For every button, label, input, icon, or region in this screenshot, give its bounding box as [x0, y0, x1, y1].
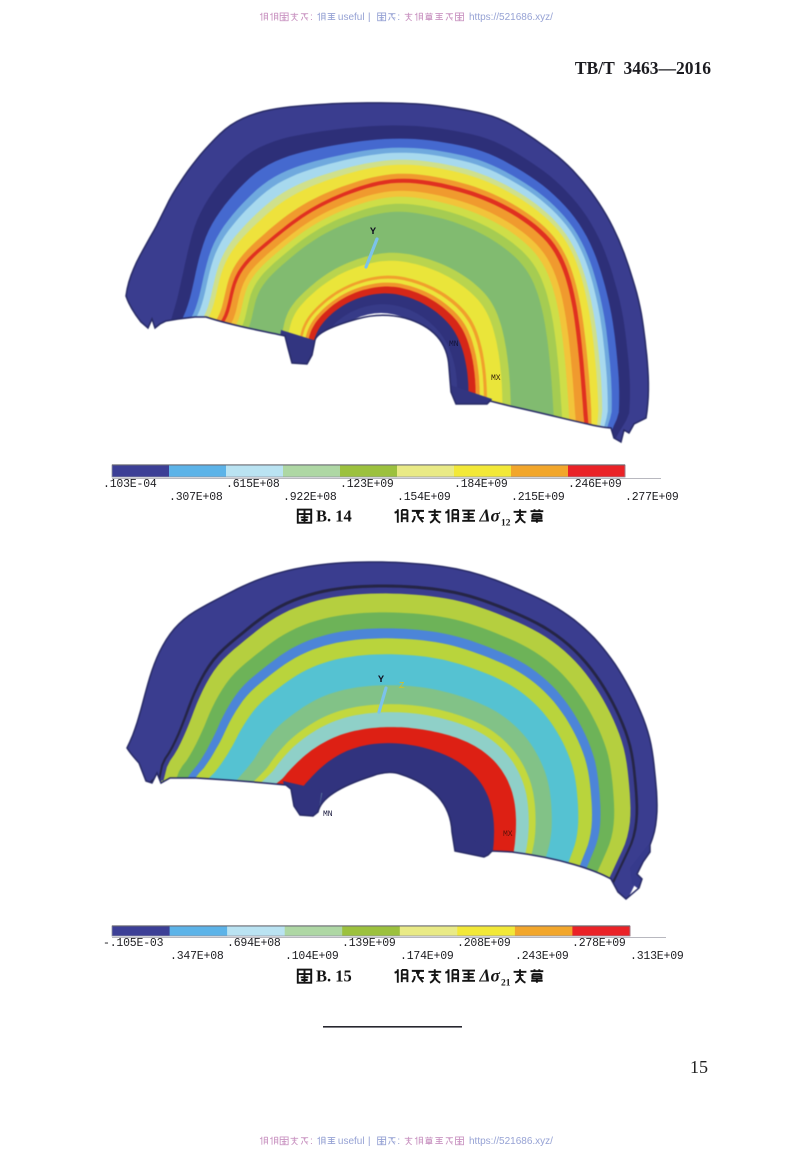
svg-text::: :: [310, 1135, 313, 1147]
svg-text:Δσ: Δσ: [479, 506, 501, 526]
svg-text:21: 21: [501, 979, 511, 989]
svg-text:MX: MX: [491, 374, 501, 383]
svg-text:12: 12: [501, 519, 511, 529]
svg-text:B. 15: B. 15: [316, 967, 352, 986]
svg-text:useful: useful: [338, 12, 365, 23]
svg-text:MN: MN: [449, 340, 459, 349]
svg-text::: :: [397, 11, 400, 23]
svg-text:Δσ: Δσ: [479, 966, 501, 986]
svg-text::: :: [397, 1135, 400, 1147]
svg-text:Y: Y: [378, 675, 384, 686]
svg-text:MX: MX: [503, 830, 513, 839]
svg-text:useful: useful: [338, 1136, 365, 1147]
svg-text:MN: MN: [323, 810, 333, 819]
svg-text::: :: [310, 11, 313, 23]
svg-text:|: |: [368, 11, 371, 23]
svg-text:https://521686.xyz/: https://521686.xyz/: [469, 12, 553, 23]
svg-text:https://521686.xyz/: https://521686.xyz/: [469, 1136, 553, 1147]
svg-text:Y: Y: [370, 227, 376, 238]
svg-text:Z: Z: [399, 681, 405, 691]
svg-text:B. 14: B. 14: [316, 507, 352, 526]
svg-text:|: |: [368, 1135, 371, 1147]
